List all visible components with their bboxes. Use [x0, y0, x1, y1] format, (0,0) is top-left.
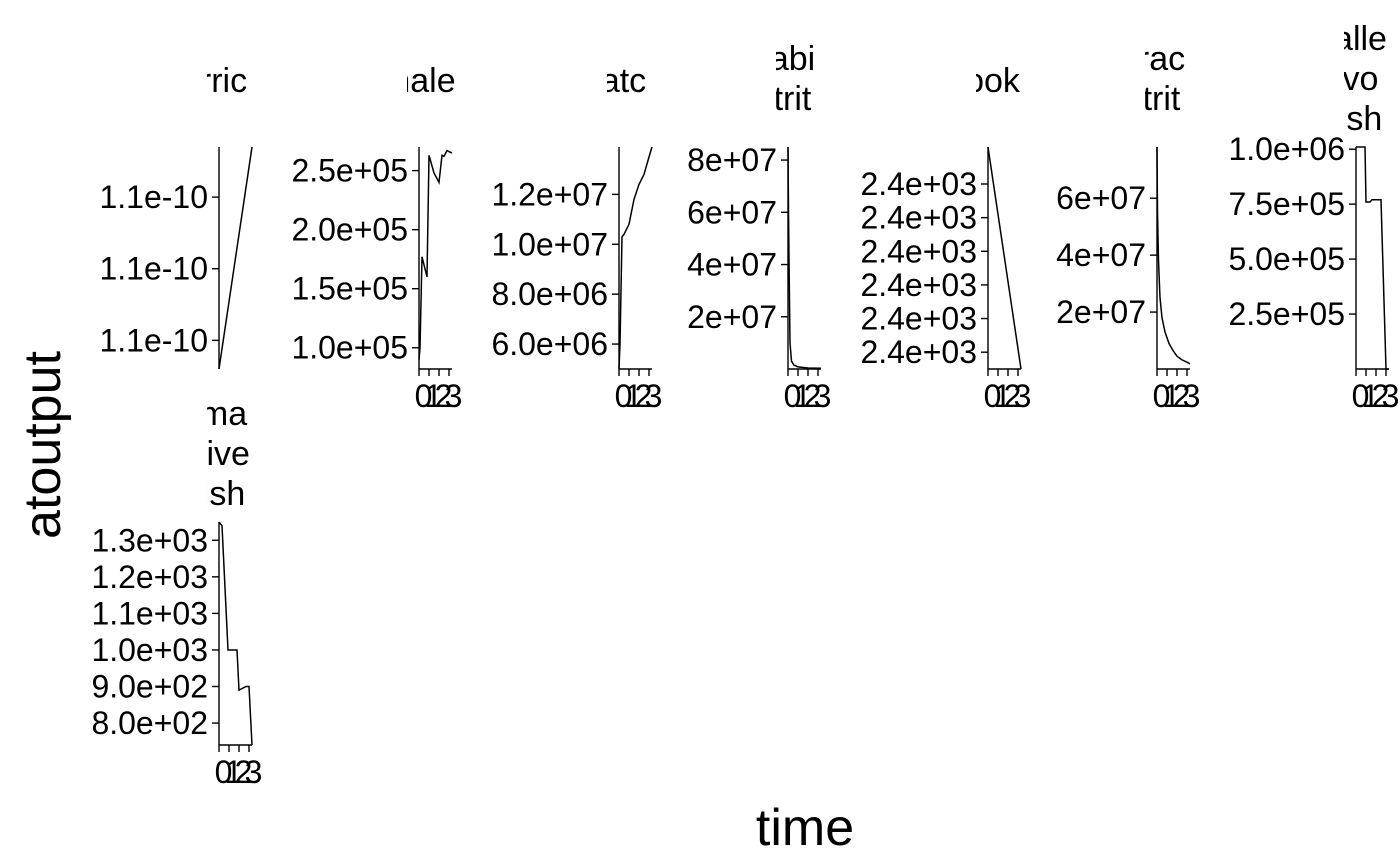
- facet-panel-5: ook2.4e+032.4e+032.4e+032.4e+032.4e+032.…: [860, 62, 1039, 414]
- y-tick-label: 8.0e+02: [91, 705, 208, 741]
- panel-title: tive: [197, 435, 250, 473]
- y-tick-label: 2.0e+05: [291, 212, 408, 248]
- series-line: [1356, 146, 1389, 370]
- y-tick-label: 2e+07: [1056, 294, 1146, 330]
- panel-title: nale: [391, 62, 455, 100]
- panel-title: rac: [1138, 40, 1185, 78]
- y-tick-label: 9.0e+02: [91, 669, 208, 705]
- y-tick-label: 1.0e+03: [91, 632, 208, 668]
- series-line: [618, 146, 653, 370]
- y-tick-label: 7.5e+05: [1228, 186, 1345, 222]
- y-tick-label: 8.0e+06: [491, 276, 608, 312]
- x-tick-label: 3: [1014, 378, 1031, 414]
- y-axis-title: atoutput: [14, 350, 72, 538]
- y-tick-label: 2.4e+03: [860, 166, 977, 202]
- x-tick-label: 3: [445, 378, 462, 414]
- panel-title: ook: [965, 62, 1021, 100]
- panel-title: ish: [1339, 100, 1382, 138]
- facet-panel-1: rric 1.1e-10 1.1e-10 1.1e-10: [99, 62, 253, 370]
- facet-panels: rric 1.1e-10 1.1e-10 1.1e-10 nale 1.0e+05 1.5e…: [91, 20, 1400, 790]
- series-line: [418, 149, 453, 360]
- y-tick-label: 1.0e+07: [491, 226, 608, 262]
- y-tick-label: 2.4e+03: [860, 267, 977, 303]
- series-line: [987, 146, 1022, 370]
- y-tick-label: 2.4e+03: [860, 200, 977, 236]
- panel-title: alle: [1334, 20, 1387, 58]
- x-tick-label: 3: [1382, 378, 1399, 414]
- y-tick-label: 1.3e+03: [91, 522, 208, 558]
- panel-title: ma: [200, 395, 247, 433]
- y-tick-label: 1.1e-10: [99, 322, 208, 358]
- y-tick-label: 1.0e+05: [291, 330, 408, 366]
- y-tick-label: 1.2e+03: [91, 559, 208, 595]
- y-tick-label: 6e+07: [687, 194, 777, 230]
- y-tick-label: 1.1e-10: [99, 251, 208, 287]
- y-tick-label: 1.1e+03: [91, 595, 208, 631]
- y-tick-label: 2.4e+03: [860, 233, 977, 269]
- y-tick-label: 1.1e-10: [99, 179, 208, 215]
- panel-title: vo: [1343, 60, 1379, 98]
- x-tick-label: 3: [645, 378, 662, 414]
- series-line: [787, 146, 822, 369]
- y-tick-label: 4e+07: [1056, 237, 1146, 273]
- y-tick-label: 2.4e+03: [860, 334, 977, 370]
- y-tick-label: 1.2e+07: [491, 176, 608, 212]
- y-tick-label: 2.4e+03: [860, 301, 977, 337]
- panel-title: atc: [601, 62, 646, 100]
- series-line: [1156, 146, 1191, 365]
- x-axis-title: time: [756, 799, 854, 857]
- y-tick-label: 2.5e+05: [291, 153, 408, 189]
- x-tick-label: 3: [814, 378, 831, 414]
- y-tick-label: 8e+07: [687, 142, 777, 178]
- panel-title: trit: [1143, 80, 1181, 118]
- y-tick-label: 6.0e+06: [491, 326, 608, 362]
- x-tick-label: 3: [245, 754, 262, 790]
- y-tick-label: 1.0e+06: [1228, 131, 1345, 167]
- y-tick-label: 4e+07: [687, 247, 777, 283]
- panel-title: rric: [200, 62, 247, 100]
- x-tick-label: 3: [1183, 378, 1200, 414]
- y-tick-label: 2.5e+05: [1228, 296, 1345, 332]
- series-line: [218, 146, 253, 370]
- y-tick-label: 1.5e+05: [291, 271, 408, 307]
- panel-title: ish: [202, 475, 245, 513]
- y-tick-label: 6e+07: [1056, 180, 1146, 216]
- y-tick-label: 2e+07: [687, 299, 777, 335]
- y-tick-label: 5.0e+05: [1228, 241, 1345, 277]
- series-line: [218, 521, 253, 746]
- panel-title: trit: [774, 80, 812, 118]
- panel-title: abi: [770, 40, 815, 78]
